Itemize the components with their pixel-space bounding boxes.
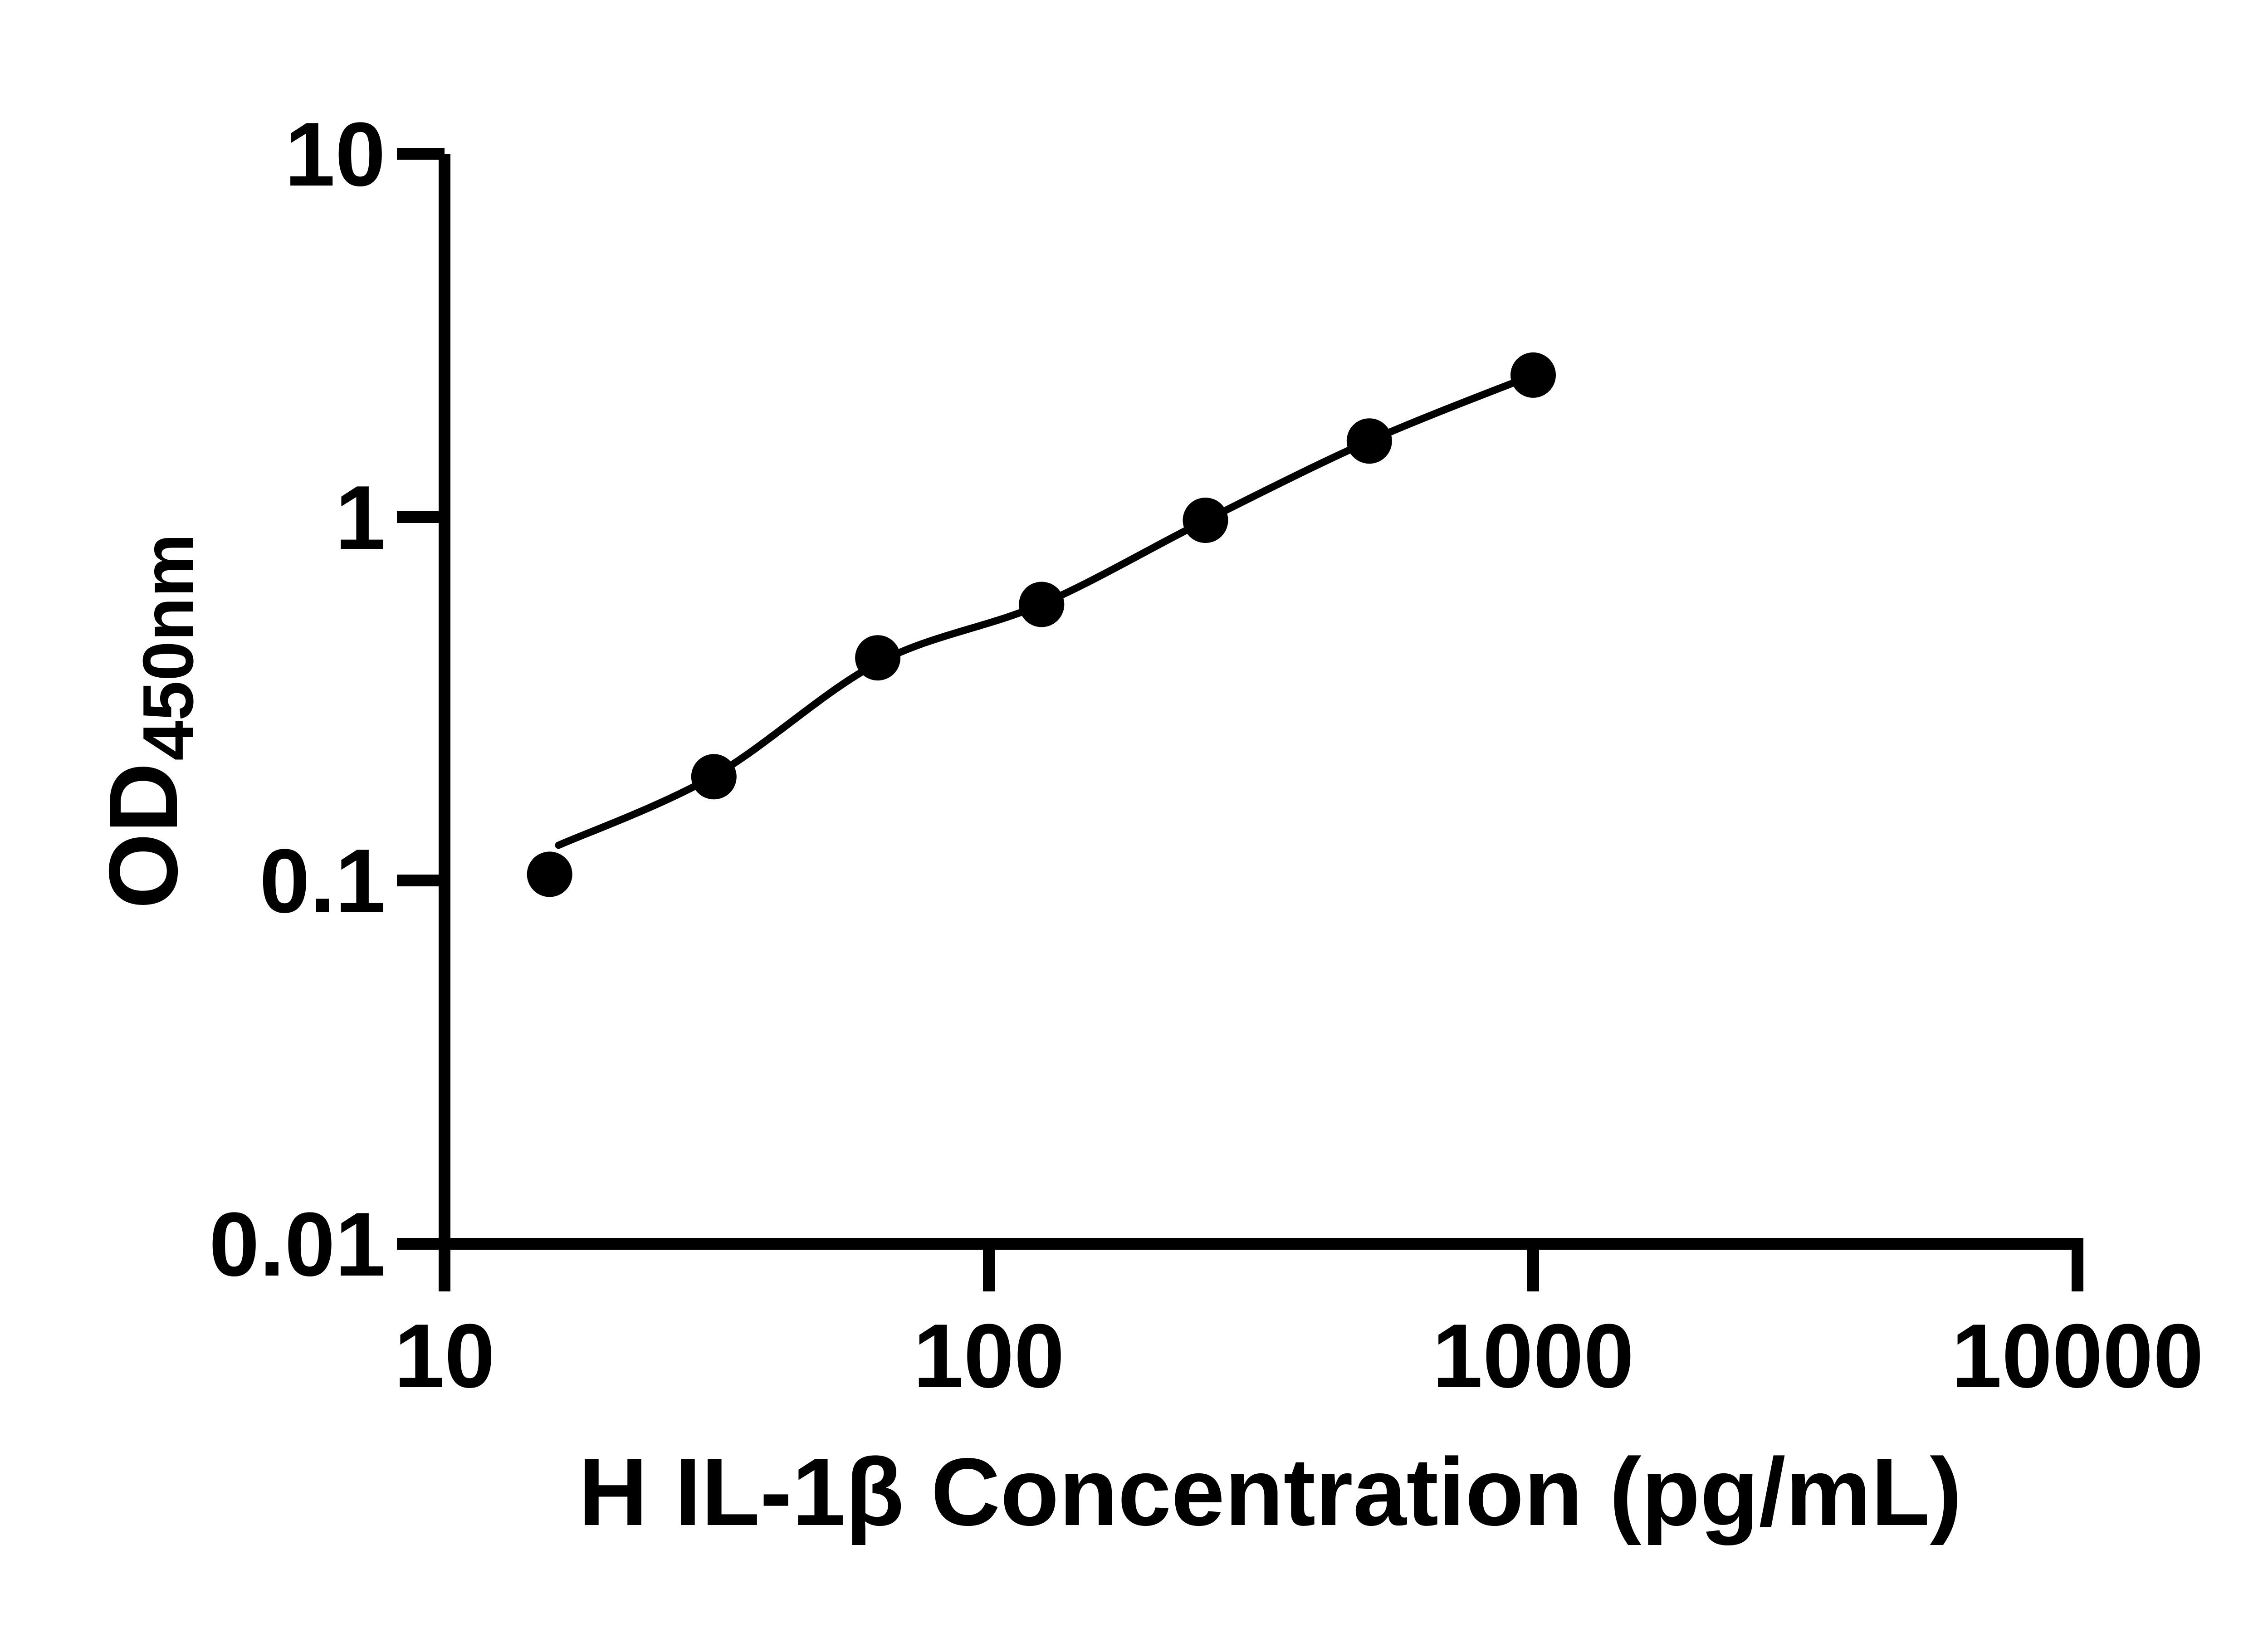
data-point: [855, 635, 901, 681]
y-axis-tick-labels: 10 1 0.1 0.01: [209, 104, 386, 1295]
data-points-group: [527, 352, 1556, 897]
y-axis-title: OD 450nm: [88, 533, 208, 909]
x-tick-label: 10: [394, 1305, 495, 1407]
data-point: [527, 851, 572, 897]
x-tick-label: 100: [913, 1305, 1065, 1407]
y-tick-label: 1: [335, 467, 386, 568]
data-point: [691, 754, 737, 800]
axes: [439, 154, 2083, 1250]
y-axis-ticks: [397, 148, 445, 1250]
y-tick-label: 0.01: [209, 1194, 386, 1295]
data-point: [1019, 582, 1065, 627]
x-tick-label: 1000: [1432, 1305, 1634, 1407]
y-tick-label: 0.1: [259, 831, 386, 932]
x-axis-ticks: [439, 1244, 2083, 1291]
x-tick-label: 10000: [1951, 1305, 2204, 1407]
x-axis-tick-labels: 10 100 1000 10000: [394, 1305, 2204, 1407]
data-point: [1510, 352, 1556, 398]
data-point: [1183, 498, 1228, 543]
y-axis-title-subscript: 450nm: [128, 533, 208, 761]
x-axis-title: H IL-1β Concentration (pg/mL): [578, 1438, 1962, 1545]
y-axis-title-main: OD: [88, 763, 198, 909]
y-tick-label: 10: [285, 104, 386, 205]
data-point: [1346, 418, 1392, 464]
